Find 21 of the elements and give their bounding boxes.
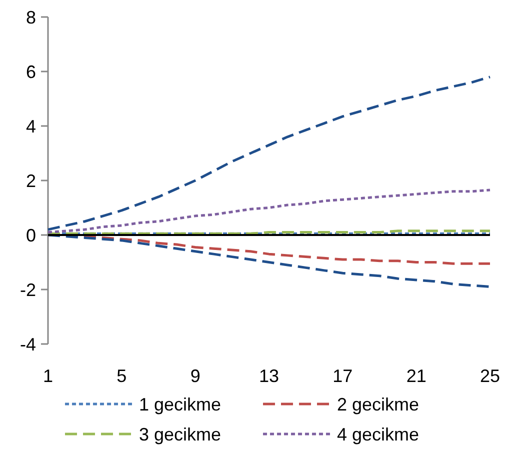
x-tick-label: 1 <box>42 366 54 386</box>
y-tick-label: 6 <box>26 62 36 82</box>
y-tick-label: 2 <box>26 170 36 191</box>
line-series <box>46 188 492 234</box>
line-series <box>46 76 492 231</box>
line-series <box>46 234 492 288</box>
x-tick-label: 9 <box>190 366 200 386</box>
y-tick-label: -2 <box>20 280 36 300</box>
x-tick-label: 5 <box>116 366 127 386</box>
x-tick-label: 13 <box>258 366 280 386</box>
x-tick-label: 17 <box>332 366 353 386</box>
y-tick-label: -4 <box>20 334 36 354</box>
x-tick-label: 25 <box>480 366 500 386</box>
y-tick-label: 4 <box>26 116 36 136</box>
y-tick-label: 8 <box>26 7 36 28</box>
y-tick-label: 0 <box>26 225 36 246</box>
legend-label: 2 gecikme <box>337 394 420 414</box>
legend-label: 1 gecikme <box>139 394 222 414</box>
legend-label: 4 gecikme <box>337 424 420 444</box>
legend-label: 3 gecikme <box>139 424 222 444</box>
x-tick-label: 21 <box>406 366 426 386</box>
